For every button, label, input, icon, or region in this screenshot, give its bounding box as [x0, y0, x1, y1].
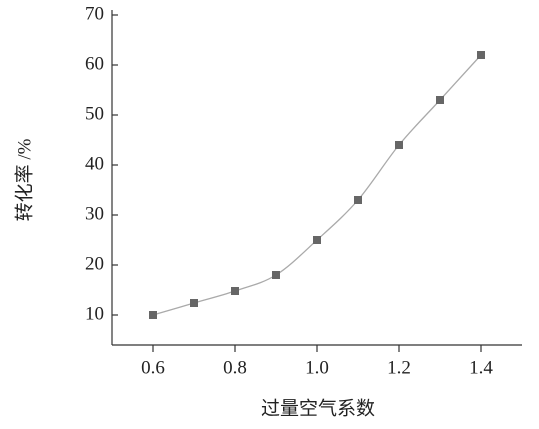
- point: [477, 51, 485, 59]
- y-tick-label: 60: [85, 53, 104, 74]
- x-tick-label: 0.6: [141, 357, 165, 378]
- point: [190, 299, 198, 307]
- y-tick-label: 10: [85, 303, 104, 324]
- y-tick-label: 50: [85, 103, 104, 124]
- y-tick-label: 30: [85, 203, 104, 224]
- x-tick-label: 0.8: [223, 357, 247, 378]
- y-tick-label: 40: [85, 153, 104, 174]
- x-axis-label: 过量空气系数: [261, 397, 375, 419]
- point: [436, 96, 444, 104]
- point: [354, 196, 362, 204]
- point: [272, 271, 280, 279]
- x-tick-label: 1.2: [387, 357, 411, 378]
- x-tick-label: 1.4: [469, 357, 493, 378]
- y-tick-label: 20: [85, 253, 104, 274]
- series-line: [152, 54, 482, 316]
- point: [313, 236, 321, 244]
- point: [149, 311, 157, 319]
- y-tick-label: 70: [85, 3, 104, 24]
- point: [395, 141, 403, 149]
- x-tick-label: 1.0: [305, 357, 329, 378]
- y-axis-label: 转化率 /%: [13, 138, 35, 221]
- point: [231, 287, 239, 295]
